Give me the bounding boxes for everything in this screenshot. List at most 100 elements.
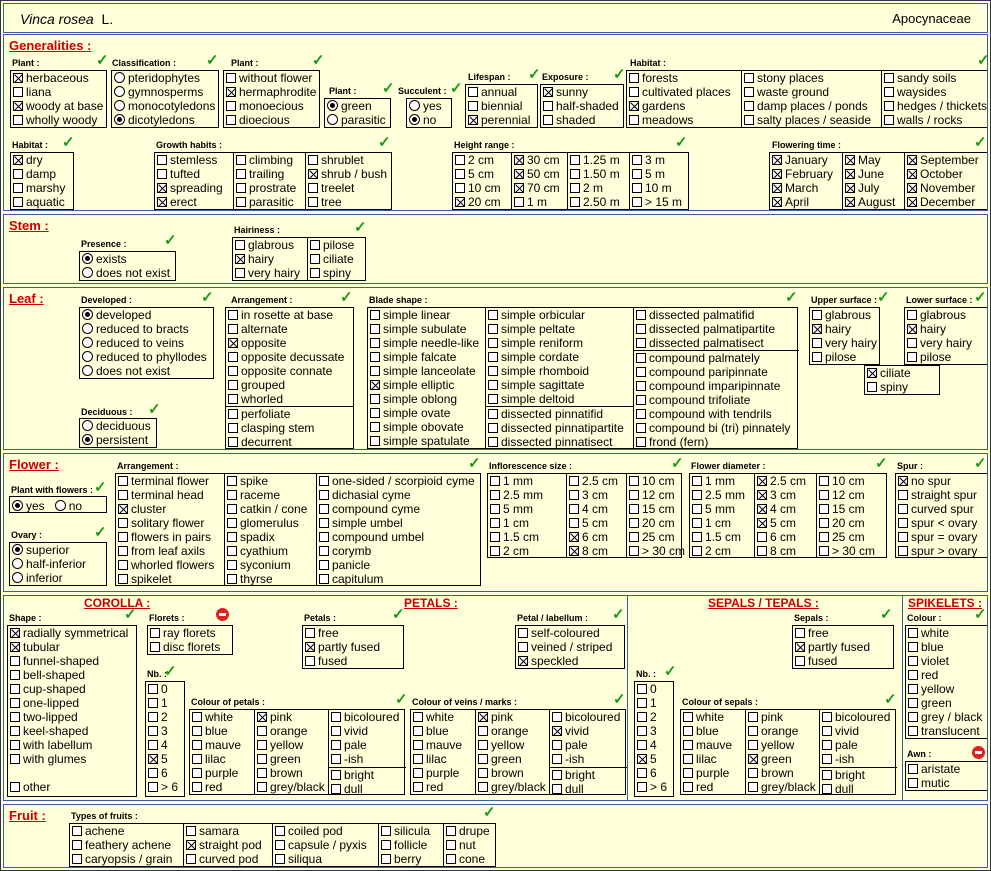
- option-simple-orbicular[interactable]: simple orbicular: [486, 308, 633, 322]
- checkbox[interactable]: [772, 197, 782, 207]
- option-september[interactable]: September: [905, 153, 987, 167]
- option-meadows[interactable]: meadows: [627, 113, 741, 127]
- option-4-cm[interactable]: 4 cm: [567, 502, 626, 516]
- option-curved-pod[interactable]: curved pod: [184, 852, 272, 866]
- option-bicoloured[interactable]: bicoloured: [820, 710, 897, 724]
- option-bright[interactable]: bright: [329, 768, 406, 782]
- checkbox[interactable]: [10, 670, 20, 680]
- option-glabrous[interactable]: glabrous: [233, 238, 307, 252]
- option-clasping-stem[interactable]: clasping stem: [226, 421, 353, 435]
- checkbox[interactable]: [446, 854, 456, 864]
- checkbox[interactable]: [446, 840, 456, 850]
- checkbox[interactable]: [478, 726, 488, 736]
- checkbox[interactable]: [228, 324, 238, 334]
- checkbox[interactable]: [908, 712, 918, 722]
- checkbox[interactable]: [10, 740, 20, 750]
- option-walls-rocks[interactable]: walls / rocks: [882, 113, 987, 127]
- option-december[interactable]: December: [905, 195, 987, 209]
- option-samara[interactable]: samara: [184, 824, 272, 838]
- option-6-cm[interactable]: 6 cm: [567, 530, 626, 544]
- option-monocotyledons[interactable]: monocotyledons: [112, 99, 218, 113]
- checkbox[interactable]: [331, 726, 341, 736]
- option-annual[interactable]: annual: [466, 85, 537, 99]
- checkbox[interactable]: [748, 726, 758, 736]
- checkbox[interactable]: [186, 854, 196, 864]
- option-july[interactable]: July: [843, 181, 904, 195]
- option-with-labellum[interactable]: with labellum: [8, 738, 136, 752]
- radio-button[interactable]: [82, 267, 93, 278]
- option-siliqua[interactable]: siliqua: [273, 852, 378, 866]
- radio-button[interactable]: [409, 100, 420, 111]
- checkbox[interactable]: [228, 366, 238, 376]
- option-simple-cordate[interactable]: simple cordate: [486, 350, 633, 364]
- checkbox[interactable]: [637, 698, 647, 708]
- checkbox[interactable]: [370, 352, 380, 362]
- checkbox[interactable]: [10, 698, 20, 708]
- checkbox[interactable]: [310, 254, 320, 264]
- option-white[interactable]: white: [190, 710, 254, 724]
- option-6[interactable]: > 6: [146, 780, 184, 794]
- option-solitary-flower[interactable]: solitary flower: [116, 516, 224, 530]
- checkbox[interactable]: [518, 656, 528, 666]
- checkbox[interactable]: [772, 169, 782, 179]
- option-glabrous[interactable]: glabrous: [810, 308, 879, 322]
- checkbox[interactable]: [490, 532, 500, 542]
- checkbox[interactable]: [570, 183, 580, 193]
- option-partly-fused[interactable]: partly fused: [303, 640, 403, 654]
- option-marshy[interactable]: marshy: [11, 181, 73, 195]
- option-cluster[interactable]: cluster: [116, 502, 224, 516]
- option-red[interactable]: red: [411, 780, 475, 794]
- checkbox[interactable]: [683, 782, 693, 792]
- checkbox[interactable]: [552, 784, 562, 794]
- checkbox[interactable]: [632, 155, 642, 165]
- option-dissected-palmatipartite[interactable]: dissected palmatipartite: [634, 322, 799, 336]
- checkbox[interactable]: [757, 546, 767, 556]
- checkbox[interactable]: [552, 726, 562, 736]
- option-simple-lanceolate[interactable]: simple lanceolate: [368, 364, 485, 378]
- option-6[interactable]: > 6: [635, 780, 673, 794]
- checkbox[interactable]: [908, 642, 918, 652]
- checkbox[interactable]: [13, 101, 23, 111]
- checkbox[interactable]: [310, 240, 320, 250]
- option-exists[interactable]: exists: [80, 252, 175, 266]
- checkbox[interactable]: [637, 712, 647, 722]
- option-pilose[interactable]: pilose: [905, 350, 987, 364]
- option-30-cm[interactable]: > 30 cm: [817, 544, 888, 558]
- checkbox[interactable]: [629, 504, 639, 514]
- checkbox[interactable]: [867, 368, 877, 378]
- checkbox[interactable]: [898, 490, 908, 500]
- option-8-cm[interactable]: 8 cm: [755, 544, 816, 558]
- option-2-50-m[interactable]: 2.50 m: [568, 195, 629, 209]
- option-erect[interactable]: erect: [155, 195, 233, 209]
- option-panicle[interactable]: panicle: [317, 558, 482, 572]
- option-stony-places[interactable]: stony places: [742, 71, 881, 85]
- checkbox[interactable]: [236, 169, 246, 179]
- option-veined-striped[interactable]: veined / striped: [516, 640, 624, 654]
- checkbox[interactable]: [10, 628, 20, 638]
- option-simple-obovate[interactable]: simple obovate: [368, 420, 485, 434]
- checkbox[interactable]: [683, 754, 693, 764]
- checkbox[interactable]: [331, 770, 341, 780]
- checkbox[interactable]: [118, 546, 128, 556]
- checkbox[interactable]: [819, 546, 829, 556]
- option-blue[interactable]: blue: [411, 724, 475, 738]
- option-terminal-flower[interactable]: terminal flower: [116, 474, 224, 488]
- checkbox[interactable]: [319, 504, 329, 514]
- checkbox[interactable]: [488, 310, 498, 320]
- option-simple-deltoid[interactable]: simple deltoid: [486, 392, 633, 406]
- radio-button[interactable]: [82, 309, 93, 320]
- option-brown[interactable]: brown: [476, 766, 549, 780]
- checkbox[interactable]: [683, 740, 693, 750]
- option-1-mm[interactable]: 1 mm: [488, 474, 566, 488]
- checkbox[interactable]: [845, 183, 855, 193]
- option-15-cm[interactable]: 15 cm: [817, 502, 888, 516]
- option-berry[interactable]: berry: [379, 852, 443, 866]
- checkbox[interactable]: [757, 518, 767, 528]
- checkbox[interactable]: [907, 310, 917, 320]
- option-one-sided-scorpioid-cyme[interactable]: one-sided / scorpioid cyme: [317, 474, 482, 488]
- option-blue[interactable]: blue: [681, 724, 745, 738]
- checkbox[interactable]: [257, 782, 267, 792]
- checkbox[interactable]: [543, 115, 553, 125]
- option-4-cm[interactable]: 4 cm: [755, 502, 816, 516]
- checkbox[interactable]: [692, 476, 702, 486]
